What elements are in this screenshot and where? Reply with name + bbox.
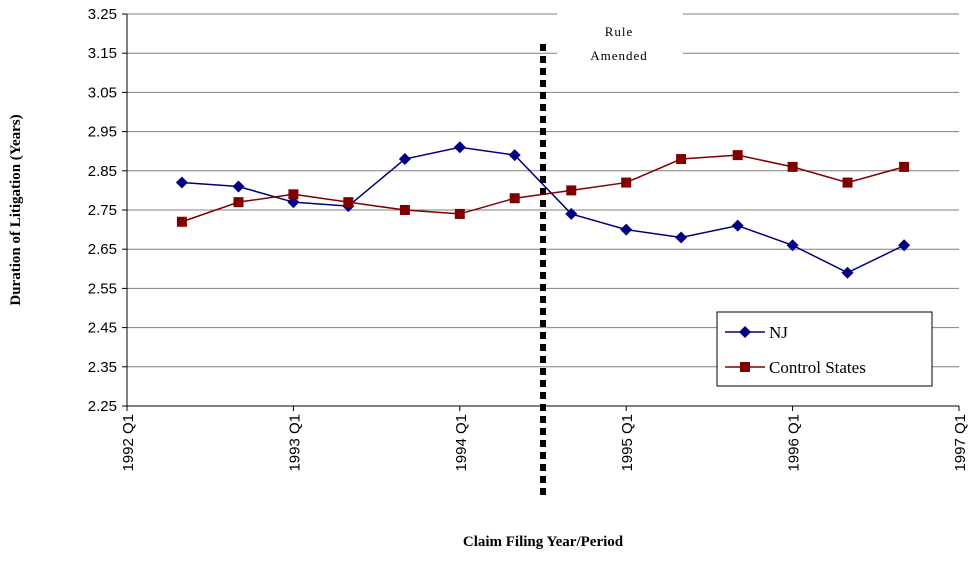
marker bbox=[621, 177, 632, 188]
marker bbox=[399, 205, 410, 215]
y-tick-label: 3.05 bbox=[88, 84, 117, 101]
line bbox=[181, 154, 905, 223]
marker bbox=[899, 161, 910, 172]
marker bbox=[454, 208, 465, 219]
marker bbox=[739, 326, 751, 338]
marker bbox=[288, 189, 299, 200]
marker bbox=[398, 153, 411, 166]
y-tick-label: 2.95 bbox=[88, 124, 117, 141]
annotation-text: Rule bbox=[605, 24, 634, 39]
x-tick-label: 1993 Q1 bbox=[286, 414, 303, 472]
x-tick-label: 1992 Q1 bbox=[120, 414, 137, 472]
marker bbox=[620, 223, 633, 236]
annotation-background bbox=[557, 12, 683, 62]
marker bbox=[343, 197, 354, 208]
y-axis-label: Duration of Litigation (Years) bbox=[8, 114, 24, 305]
marker bbox=[787, 161, 798, 172]
marker bbox=[740, 362, 750, 372]
legend bbox=[716, 311, 933, 387]
x-tick-label: 1994 Q1 bbox=[453, 414, 470, 472]
x-axis-label: Claim Filing Year/Period bbox=[463, 534, 624, 550]
marker bbox=[841, 266, 854, 279]
marker bbox=[786, 239, 799, 252]
marker bbox=[508, 149, 521, 162]
y-tick-label: 2.85 bbox=[88, 163, 117, 180]
y-tick-label: 2.25 bbox=[88, 398, 117, 415]
marker bbox=[453, 141, 466, 154]
marker bbox=[175, 176, 188, 189]
marker bbox=[233, 197, 244, 208]
marker bbox=[675, 231, 688, 244]
line bbox=[181, 146, 905, 274]
y-tick-label: 2.45 bbox=[88, 320, 117, 337]
marker bbox=[176, 216, 187, 227]
legend-label: NJ bbox=[769, 323, 788, 342]
y-tick-label: 2.55 bbox=[88, 280, 117, 297]
y-tick-label: 2.75 bbox=[88, 202, 117, 219]
y-tick-label: 3.25 bbox=[88, 6, 117, 23]
marker bbox=[565, 207, 578, 220]
annotation-text: Amended bbox=[590, 48, 648, 63]
marker bbox=[509, 193, 520, 204]
x-tick-label: 1996 Q1 bbox=[786, 414, 803, 472]
y-tick-label: 2.35 bbox=[88, 359, 117, 376]
marker bbox=[732, 150, 743, 161]
legend-label: Control States bbox=[769, 358, 866, 377]
marker bbox=[232, 180, 245, 193]
y-tick-label: 2.65 bbox=[88, 241, 117, 258]
marker bbox=[842, 177, 853, 188]
marker bbox=[566, 185, 577, 196]
x-tick-label: 1997 Q1 bbox=[952, 414, 969, 472]
x-tick-label: 1995 Q1 bbox=[619, 414, 636, 472]
marker bbox=[731, 219, 744, 232]
marker bbox=[898, 239, 911, 252]
y-tick-label: 3.15 bbox=[88, 45, 117, 62]
marker bbox=[676, 154, 687, 165]
